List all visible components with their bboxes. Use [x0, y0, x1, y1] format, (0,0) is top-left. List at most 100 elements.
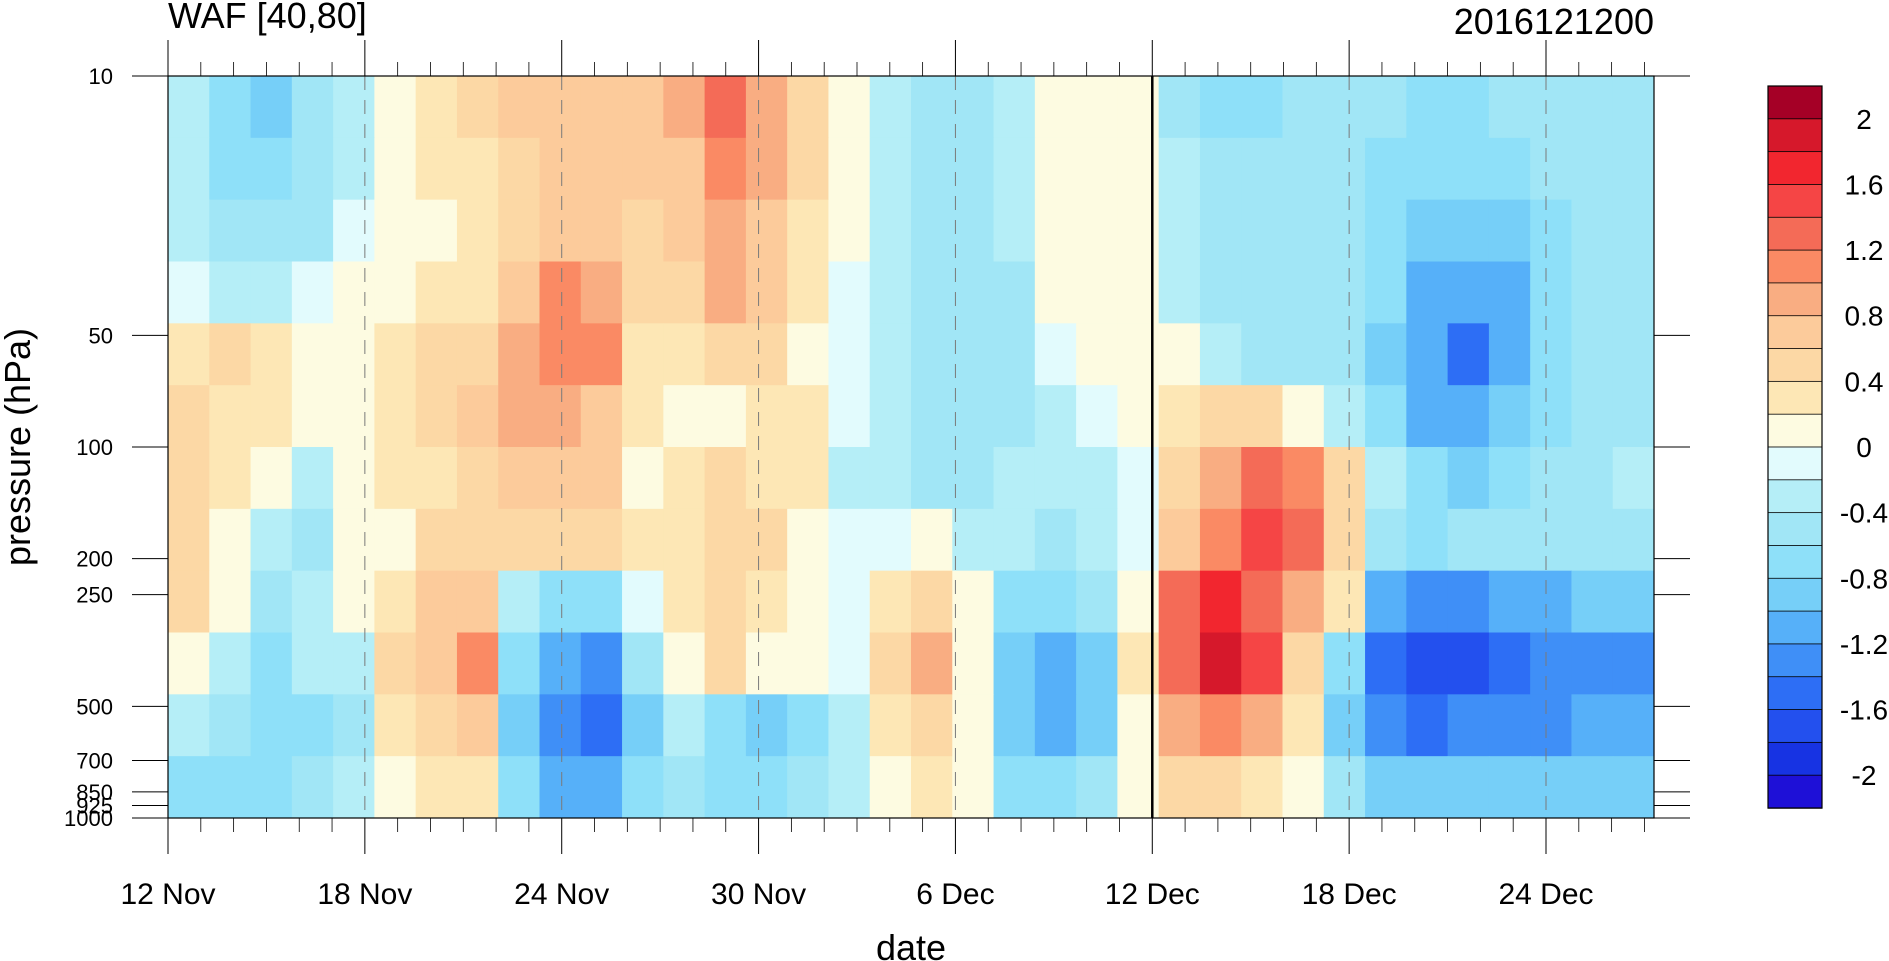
- colorbar-swatch: [1767, 446, 1823, 481]
- contour-cell: [539, 137, 582, 201]
- contour-cell: [580, 261, 623, 324]
- contour-cell: [663, 199, 706, 263]
- contour-cell: [374, 508, 417, 572]
- colorbar-label: 2: [1856, 104, 1872, 135]
- contour-cell: [1612, 261, 1654, 324]
- contour-cell: [580, 76, 623, 139]
- contour-cell: [209, 694, 252, 757]
- contour-cell: [498, 447, 541, 510]
- contour-cell: [333, 632, 375, 695]
- contour-cell: [1282, 694, 1325, 757]
- contour-cell: [1241, 261, 1284, 324]
- contour-cell: [498, 508, 541, 572]
- contour-cell: [539, 632, 582, 695]
- contour-cell: [745, 447, 788, 510]
- contour-cell: [952, 694, 995, 757]
- contour-cell: [415, 508, 458, 572]
- contour-cell: [828, 199, 871, 263]
- contour-cell: [168, 508, 210, 572]
- contour-cell: [374, 199, 417, 263]
- contour-cell: [539, 261, 582, 324]
- contour-cell: [622, 261, 664, 324]
- y-tick-label: 850: [76, 780, 113, 805]
- contour-cell: [415, 570, 458, 634]
- contour-cell: [415, 632, 458, 695]
- contour-cell: [168, 323, 210, 386]
- colorbar-swatch: [1767, 282, 1823, 317]
- contour-cell: [952, 508, 995, 572]
- contour-cell: [1406, 199, 1449, 263]
- contour-cell: [993, 323, 1036, 386]
- plot-area: [168, 76, 1654, 818]
- contour-cell: [1199, 385, 1242, 448]
- contour-cell: [1076, 694, 1118, 757]
- contour-cell: [1571, 385, 1614, 448]
- contour-cell: [1199, 323, 1242, 386]
- contour-cell: [745, 137, 788, 201]
- contour-cell: [1199, 632, 1242, 695]
- contour-cell: [952, 199, 995, 263]
- contour-cell: [580, 694, 623, 757]
- contour-cell: [456, 323, 499, 386]
- colorbar-swatch: [1767, 413, 1823, 448]
- contour-cell: [250, 199, 293, 263]
- contour-cell: [415, 261, 458, 324]
- contour-cell: [291, 385, 334, 448]
- contour-cell: [1241, 694, 1284, 757]
- contour-cell: [291, 323, 334, 386]
- contour-cell: [1323, 199, 1366, 263]
- y-tick-label: 50: [89, 323, 113, 348]
- contour-cell: [1034, 570, 1077, 634]
- contour-cell: [787, 632, 830, 695]
- contour-cell: [911, 632, 953, 695]
- contour-cell: [869, 570, 912, 634]
- chart-title-right: 2016121200: [1454, 1, 1654, 42]
- contour-cell: [291, 261, 334, 324]
- colorbar-frame: [1767, 85, 1823, 809]
- contour-cell: [333, 570, 375, 634]
- contour-cell: [869, 632, 912, 695]
- contour-cell: [1406, 76, 1449, 139]
- contour-cell: [1488, 76, 1531, 139]
- y-tick-label: 250: [76, 583, 113, 608]
- x-axis-ticks: 12 Nov 18 Nov 24 Nov 30 Nov 6 Dec 12 Dec 18 De…: [120, 40, 1645, 911]
- contour-cell: [828, 137, 871, 201]
- contour-cell: [1571, 447, 1614, 510]
- contour-cell: [539, 508, 582, 572]
- colorbar-label: -0.4: [1840, 498, 1888, 529]
- date-gridlines: [364, 76, 1547, 818]
- contour-cell: [704, 137, 747, 201]
- contour-cell: [869, 261, 912, 324]
- contour-cell: [291, 447, 334, 510]
- contour-cell: [1199, 694, 1242, 757]
- contour-cell: [745, 508, 788, 572]
- x-tick-label: 24 Nov: [514, 878, 609, 911]
- contour-cell: [1034, 137, 1077, 201]
- contour-cell: [291, 199, 334, 263]
- contour-cell: [952, 76, 995, 139]
- contour-cell: [1530, 694, 1573, 757]
- contour-cell: [622, 508, 664, 572]
- contour-cell: [1241, 323, 1284, 386]
- contour-cell: [1365, 385, 1407, 448]
- contour-cell: [1323, 570, 1366, 634]
- contour-cell: [1199, 137, 1242, 201]
- contour-cell: [1530, 447, 1573, 510]
- contour-cell: [415, 385, 458, 448]
- contour-cell: [580, 199, 623, 263]
- contour-cell: [1282, 447, 1325, 510]
- contour-cell: [168, 76, 210, 139]
- contour-cell: [1612, 447, 1654, 510]
- contour-cell: [333, 199, 375, 263]
- contour-cell: [1488, 632, 1531, 695]
- contour-cell: [622, 694, 664, 757]
- contour-cell: [209, 447, 252, 510]
- colorbar-swatch: [1767, 315, 1823, 350]
- contour-cell: [663, 323, 706, 386]
- contour-cell: [1447, 261, 1490, 324]
- contour-cell: [456, 137, 499, 201]
- contour-cell: [456, 385, 499, 448]
- contour-cell: [911, 756, 953, 818]
- colorbar-swatch: [1767, 348, 1823, 383]
- contour-cell: [580, 137, 623, 201]
